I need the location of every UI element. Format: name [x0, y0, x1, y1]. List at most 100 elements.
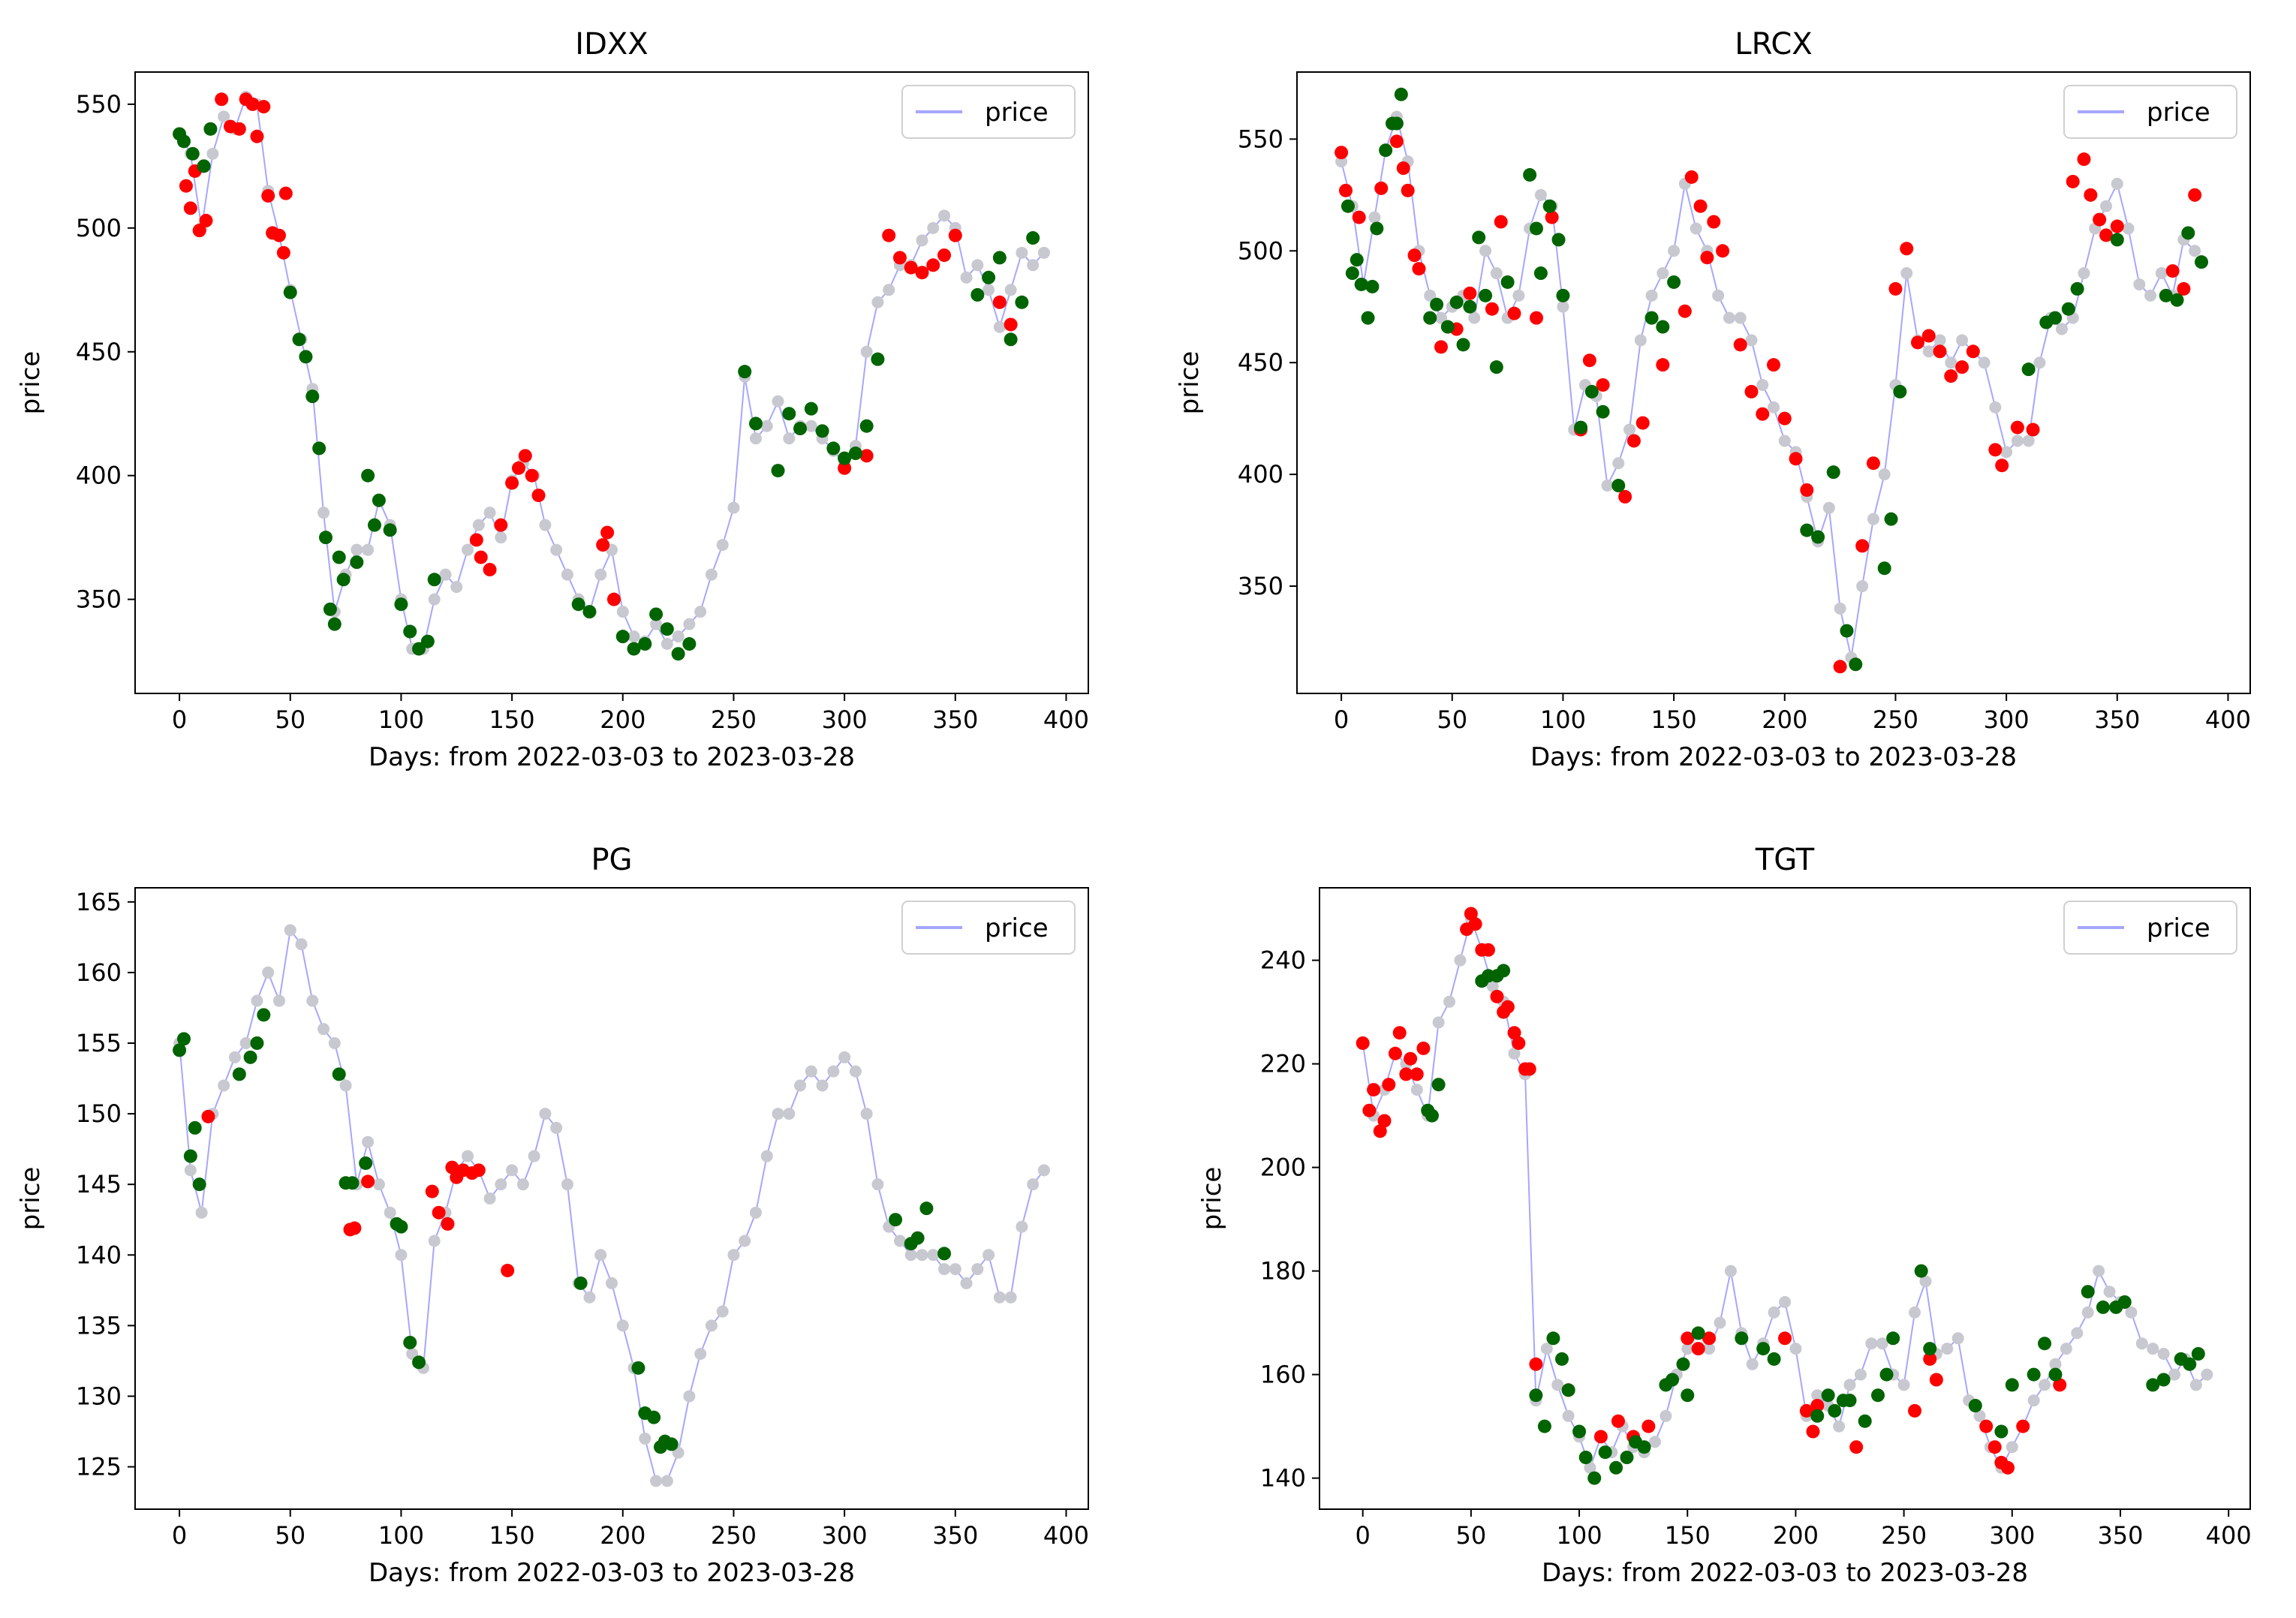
price-point	[1811, 1389, 1824, 1402]
price-point	[694, 1348, 707, 1360]
red-point	[1995, 459, 2009, 473]
y-tick-label: 160	[1260, 1361, 1306, 1389]
green-point	[1350, 253, 1364, 267]
price-point	[317, 1023, 330, 1036]
price-point	[483, 507, 496, 519]
chart-lrcx: LRCX 0 50 100 150 200 250 300 350 400 350 400 450 500…	[1175, 27, 2251, 772]
x-tick-label: 250	[1881, 1521, 1927, 1550]
y-tick-label: 180	[1260, 1257, 1306, 1286]
green-point	[403, 624, 417, 639]
green-point	[2048, 1367, 2063, 1382]
red-point	[1806, 1424, 1820, 1439]
price-point	[1648, 1436, 1661, 1448]
price-point	[883, 284, 895, 296]
price-point	[971, 1263, 984, 1276]
price-point	[1724, 1265, 1737, 1277]
green-point	[1542, 199, 1557, 213]
red-point	[1416, 1041, 1431, 1055]
green-point	[383, 523, 397, 537]
green-point	[2061, 302, 2075, 316]
red-point	[1716, 244, 1730, 258]
price-point	[1714, 1316, 1726, 1329]
price-point	[462, 543, 474, 556]
red-point	[2077, 152, 2091, 167]
green-point	[1667, 275, 1681, 289]
y-tick-label: 220	[1260, 1050, 1306, 1078]
green-point	[420, 634, 435, 648]
price-point	[993, 1291, 1006, 1304]
legend-label: price	[2147, 98, 2210, 128]
price-point	[251, 994, 263, 1007]
red-point	[1778, 1331, 1792, 1346]
x-tick-label: 150	[489, 1521, 535, 1550]
green-point	[2038, 1337, 2052, 1351]
price-point	[1004, 1291, 1017, 1304]
green-point	[345, 1176, 360, 1190]
red-point	[1507, 1026, 1521, 1040]
price-point	[616, 606, 629, 618]
green-point	[323, 602, 337, 616]
red-point	[525, 468, 539, 483]
price-point	[428, 1235, 441, 1247]
red-point	[1988, 1440, 2002, 1454]
green-point	[1656, 320, 1670, 334]
price-point	[1424, 289, 1437, 302]
legend-box	[901, 901, 1076, 955]
price-point	[272, 994, 285, 1007]
green-point	[1551, 233, 1566, 247]
green-point	[1370, 221, 1384, 236]
x-tick-label: 0	[172, 705, 187, 734]
green-point	[1849, 657, 1863, 672]
green-point	[257, 1008, 271, 1022]
red-point	[1388, 1046, 1402, 1060]
green-point	[804, 401, 818, 416]
price-point	[661, 638, 673, 651]
red-point	[1944, 369, 1958, 383]
y-tick-label: 165	[76, 888, 122, 916]
price-point	[2027, 1394, 2040, 1407]
price-point	[1508, 1047, 1521, 1060]
red-point	[1756, 407, 1770, 421]
price-point	[749, 1206, 762, 1219]
red-point	[348, 1221, 362, 1235]
price-point	[805, 420, 817, 432]
red-point	[1700, 251, 1714, 265]
green-point	[1463, 299, 1477, 314]
price-point	[1723, 311, 1735, 324]
x-tick-label: 50	[275, 705, 305, 734]
green-point	[970, 287, 985, 302]
y-axis-label: price	[1175, 351, 1205, 415]
price-point	[794, 1079, 807, 1092]
red-point	[1399, 1067, 1413, 1081]
y-tick-label: 125	[76, 1453, 122, 1481]
y-tick-label: 160	[76, 958, 122, 987]
red-point	[1463, 286, 1477, 300]
green-point	[1914, 1264, 1928, 1278]
red-point	[1656, 358, 1670, 372]
green-point	[2027, 1367, 2041, 1382]
price-point	[1434, 311, 1447, 324]
green-point	[1430, 297, 1444, 311]
price-point	[760, 1150, 773, 1162]
price-point	[871, 296, 884, 308]
green-point	[332, 550, 346, 564]
price-point	[206, 147, 219, 160]
price-point	[916, 234, 928, 247]
green-point	[1645, 311, 1659, 325]
green-point	[1015, 295, 1029, 309]
green-point	[412, 1355, 426, 1370]
price-point	[727, 1249, 740, 1262]
x-tick-label: 50	[1456, 1521, 1487, 1550]
y-axis-label: price	[16, 351, 46, 415]
legend-label: price	[2147, 913, 2210, 943]
red-point	[511, 461, 525, 475]
green-point	[1840, 624, 1854, 638]
green-point	[1004, 332, 1018, 347]
price-point	[1027, 259, 1040, 272]
green-point	[1810, 1409, 1825, 1423]
green-point	[1637, 1440, 1651, 1454]
red-point	[1929, 1373, 1943, 1387]
red-point	[201, 1109, 215, 1123]
green-point	[176, 134, 191, 149]
